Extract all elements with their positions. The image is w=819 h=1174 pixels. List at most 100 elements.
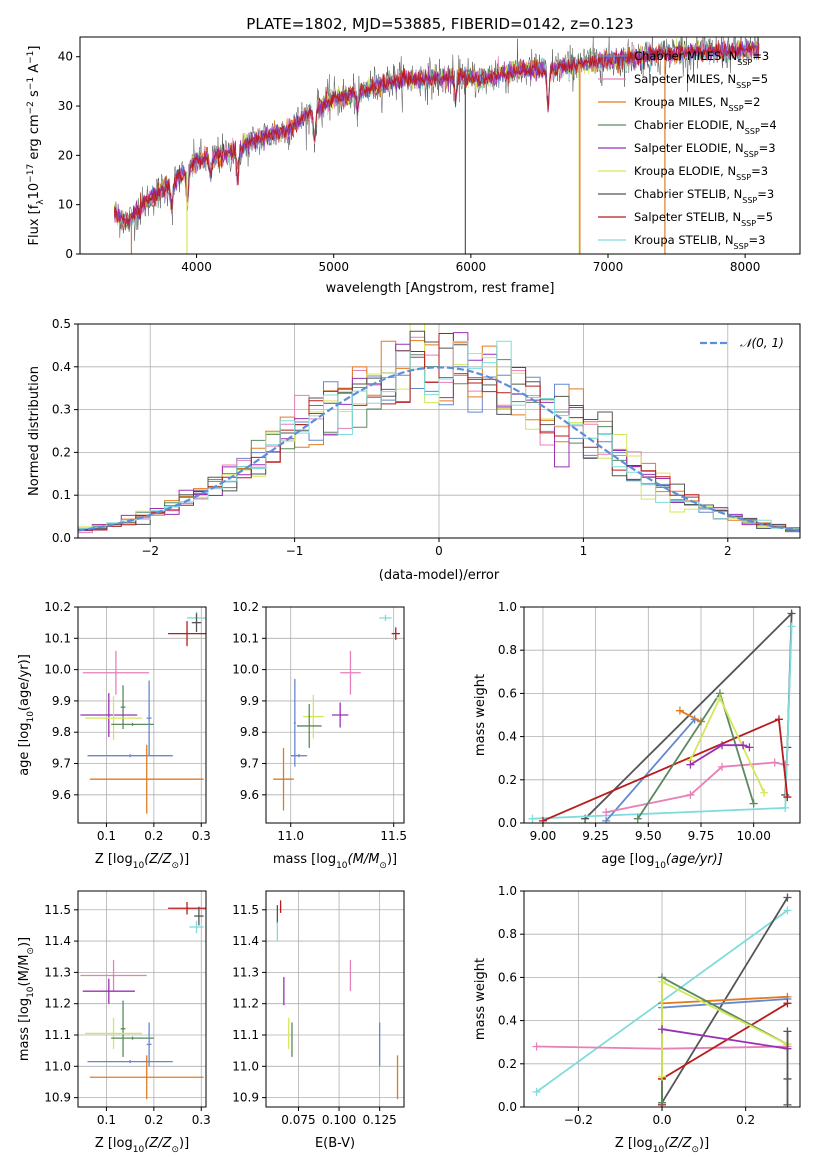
- errorbar-point-chabrier_miles: [87, 1060, 173, 1064]
- spectrum-line-salpeter_elodie: [113, 38, 760, 227]
- spectrum-legend: Chabrier MILES, NSSP=3 Salpeter MILES, NS…: [598, 49, 777, 251]
- y-tick-label: 9.7: [240, 757, 259, 771]
- ebv-mass-xlabel: E(B-V): [315, 1136, 355, 1151]
- y-tick-label: 11.4: [44, 934, 71, 948]
- y-tick-label: 11.5: [44, 903, 71, 917]
- x-tick-label: 1: [580, 544, 588, 558]
- errorbar-point-salpeter_elodie: [82, 978, 135, 1004]
- legend-label: Salpeter STELIB, NSSP=5: [634, 210, 773, 228]
- x-tick-label: 0.1: [97, 829, 116, 843]
- legend-label: Salpeter MILES, NSSP=5: [634, 72, 768, 90]
- y-tick-label: 1.0: [498, 600, 517, 614]
- y-tick-label: 0.8: [498, 643, 517, 657]
- y-tick-label: 11.3: [44, 965, 71, 979]
- mass-weight-marker: [774, 715, 783, 724]
- y-tick-label: 9.7: [52, 757, 71, 771]
- spectrum-panel: 4000 5000 6000 7000 8000 0 10 20 30 40 PLATE=1802,…: [26, 15, 801, 296]
- legend-label: Kroupa ELODIE, NSSP=3: [634, 164, 768, 182]
- errorbar-point-salpeter_elodie: [80, 693, 138, 737]
- histogram-xlabel: (data-model)/error: [379, 568, 500, 583]
- errorbar-point-kroupa_miles: [273, 747, 294, 811]
- mass-weight-marker: [760, 788, 769, 797]
- y-tick-label: 0.4: [498, 1014, 517, 1028]
- legend-label: Kroupa MILES, NSSP=2: [634, 95, 760, 113]
- mass-weight-marker: [783, 893, 792, 902]
- legend-label: Kroupa STELIB, NSSP=3: [634, 233, 765, 251]
- legend-item-salpeter_elodie: Salpeter ELODIE, NSSP=3: [598, 141, 776, 159]
- y-tick-label: 9.6: [52, 788, 71, 802]
- mass-weight-marker: [745, 743, 754, 752]
- x-tick-label: 0: [435, 544, 443, 558]
- z-age-panel: 0.1 0.2 0.3 9.6 9.7 9.8 9.9 10.0 10.1 10.2 Z [log1…: [17, 600, 211, 871]
- mass-weight-marker: [658, 1098, 666, 1107]
- x-tick-label: 10.00: [736, 829, 770, 843]
- mass-weight-marker: [686, 790, 695, 799]
- x-tick-label: 9.00: [530, 829, 557, 843]
- mass-weight-line-salpeter_stelib: [661, 1002, 788, 1105]
- x-tick-label: −2: [141, 544, 159, 558]
- legend-item-kroupa_elodie: Kroupa ELODIE, NSSP=3: [598, 164, 768, 182]
- y-tick-label: 0.0: [498, 816, 517, 830]
- legend-item-kroupa_stelib: Kroupa STELIB, NSSP=3: [598, 233, 765, 251]
- legend-label: Chabrier MILES, NSSP=3: [634, 49, 769, 67]
- y-tick-label: 11.0: [232, 1059, 259, 1073]
- x-tick-label: 6000: [456, 260, 487, 274]
- x-tick-label: −0.2: [564, 1113, 593, 1127]
- x-tick-label: 0.0: [652, 1113, 671, 1127]
- mass-weight-marker: [718, 762, 727, 771]
- y-tick-label: 11.2: [232, 997, 259, 1011]
- spectrum-line-salpeter_stelib: [113, 40, 760, 231]
- x-tick-label: 9.50: [635, 829, 662, 843]
- mass-weight-marker: [602, 816, 611, 823]
- plot-area: [276, 900, 399, 1100]
- x-tick-label: 0.2: [144, 829, 163, 843]
- errorbar-point-salpeter_stelib: [168, 901, 206, 915]
- mass-weight-marker: [532, 1087, 541, 1096]
- mass-weight-marker: [749, 799, 758, 808]
- x-tick-label: 11.0: [277, 829, 304, 843]
- y-tick-label: 1.0: [498, 884, 517, 898]
- plot-area: [273, 614, 400, 811]
- errorbar-point-chabrier_stelib: [194, 906, 204, 926]
- z-massweight-xlabel: Z [log10(Z/Z⊙)]: [615, 1136, 709, 1155]
- mass-weight-marker: [783, 1074, 792, 1083]
- legend-item-salpeter_stelib: Salpeter STELIB, NSSP=5: [598, 210, 773, 228]
- mass-weight-marker: [532, 1042, 541, 1051]
- mass-weight-marker: [787, 622, 796, 631]
- age-massweight-xlabel: age [log10(age/yr)]: [601, 852, 723, 871]
- spectrum-ylabel: Flux [fλ10−17 erg cm−2 s−1 A−1]: [26, 46, 46, 246]
- plot-frame: [265, 890, 405, 1108]
- errorbar-point-kroupa_stelib: [379, 614, 392, 622]
- y-tick-label: 10: [58, 198, 73, 212]
- x-tick-label: 0.2: [144, 1113, 163, 1127]
- errorbar-point-chabrier_elodie: [120, 685, 126, 730]
- mass-weight-line-salpeter_stelib: [542, 717, 789, 822]
- y-tick-label: 10.9: [232, 1091, 259, 1105]
- legend-label: 𝒩(0, 1): [740, 336, 784, 350]
- histogram-legend: 𝒩(0, 1): [700, 336, 784, 350]
- spectrum-line-chabrier_elodie: [113, 37, 760, 231]
- plot-area: [113, 37, 760, 254]
- y-tick-label: 9.8: [240, 725, 259, 739]
- y-tick-label: 0.3: [52, 403, 71, 417]
- errorbar-point-chabrier_miles: [146, 1022, 152, 1067]
- y-tick-label: 0.4: [52, 360, 71, 374]
- plot-area: [78, 324, 800, 534]
- y-tick-label: 0.6: [498, 970, 517, 984]
- errorbar-point-kroupa_miles: [89, 744, 204, 814]
- x-tick-label: −1: [286, 544, 304, 558]
- y-tick-label: 10.9: [44, 1091, 71, 1105]
- gaussian-curve: [78, 366, 800, 532]
- errorbar-point-chabrier_elodie: [120, 1000, 126, 1057]
- y-tick-label: 11.2: [44, 997, 71, 1011]
- y-tick-label: 11.1: [44, 1028, 71, 1042]
- z-mass-panel: 0.1 0.2 0.3 10.9 11.0 11.1 11.2 11.3 11.4 11.5 Z […: [17, 890, 211, 1155]
- histogram-ylabel: Normed distribution: [27, 366, 42, 496]
- mass-weight-marker: [781, 803, 790, 812]
- errorbar-point-chabrier_elodie: [111, 722, 154, 726]
- z-mass-ylabel: mass [log10(M/M⊙)]: [17, 937, 36, 1061]
- mass-weight-line-kroupa_miles: [679, 709, 702, 723]
- legend-item-chabrier_elodie: Chabrier ELODIE, NSSP=4: [598, 118, 777, 136]
- mass-weight-marker: [715, 693, 724, 702]
